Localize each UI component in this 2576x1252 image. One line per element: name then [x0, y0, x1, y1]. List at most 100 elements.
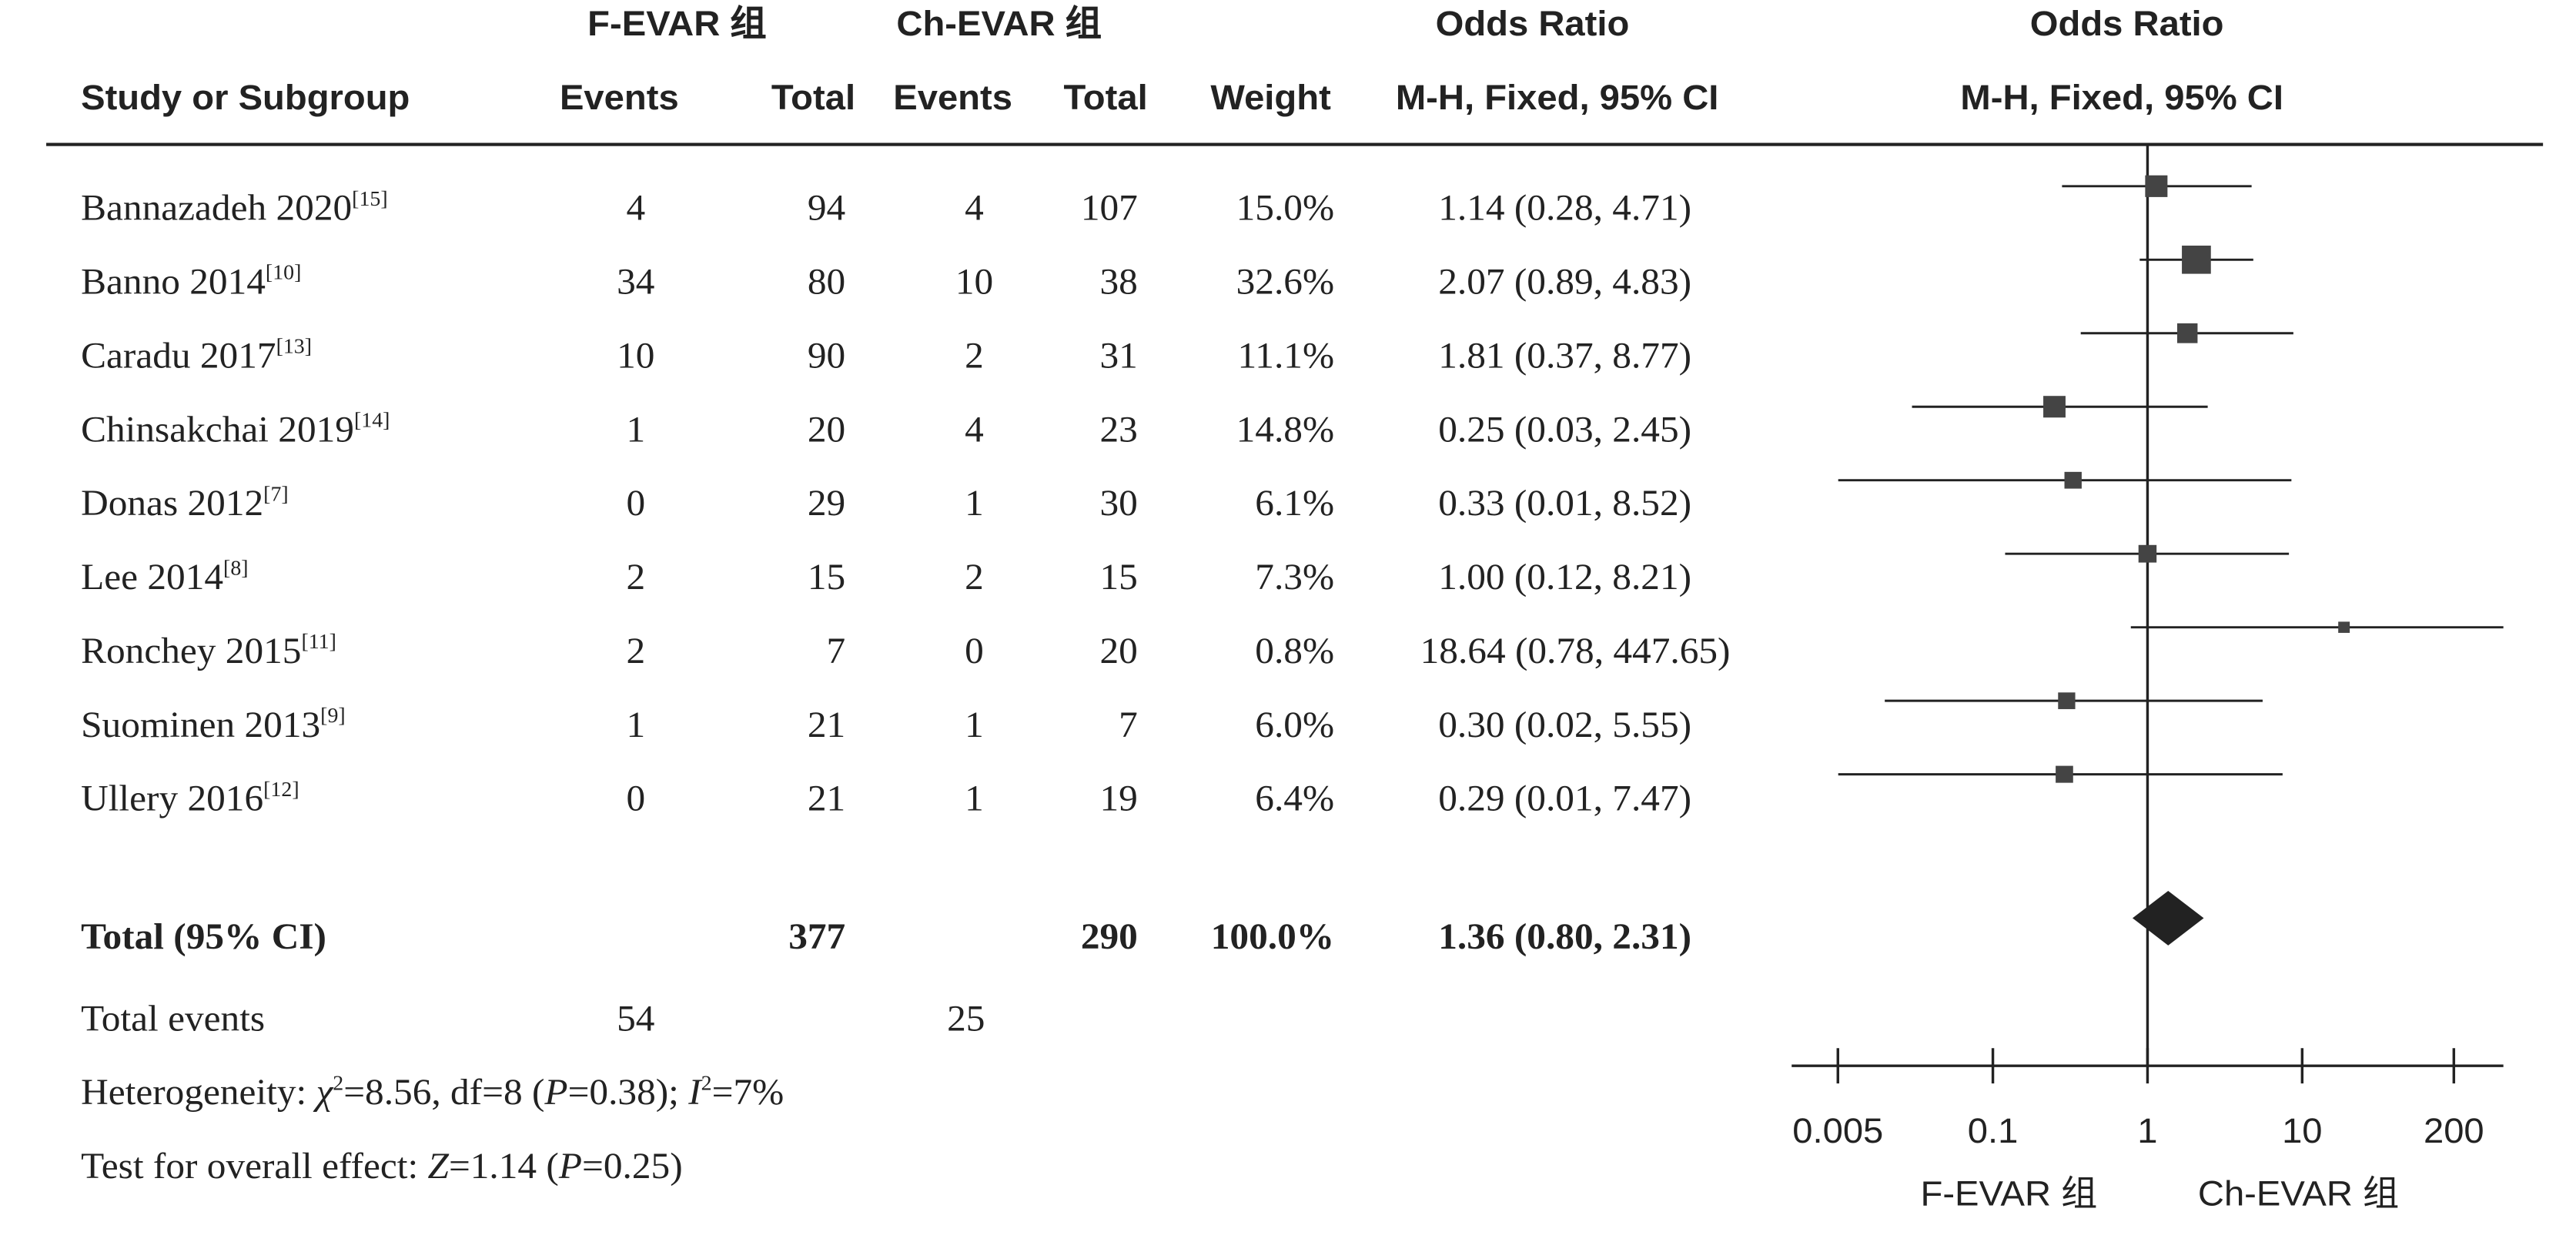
- study-ci: 1.81 (0.37, 8.77): [1438, 335, 1692, 376]
- study-weight: 6.4%: [1255, 778, 1335, 819]
- x-tick-label: 10: [2282, 1111, 2322, 1150]
- study-ref: [9]: [320, 703, 346, 728]
- study-name: Lee 2014[8]: [81, 557, 248, 598]
- study-ci: 2.07 (0.89, 4.83): [1438, 261, 1692, 302]
- x-tick-label: 200: [2424, 1111, 2484, 1150]
- study-ci: 0.33 (0.01, 8.52): [1438, 483, 1692, 524]
- study-ref: [12]: [263, 776, 299, 802]
- odds-ratio-col-header: Odds Ratio: [1435, 3, 1630, 44]
- study-events1: 2: [626, 631, 646, 671]
- study-weight: 0.8%: [1255, 631, 1335, 671]
- study-name-text: Ronchey 2015: [81, 631, 302, 671]
- study-ci: 1.00 (0.12, 8.21): [1438, 557, 1692, 598]
- study-name: Donas 2012[7]: [81, 483, 289, 524]
- study-name-text: Suominen 2013: [81, 705, 321, 745]
- total-t2: 290: [1080, 916, 1138, 957]
- study-total1: 94: [807, 187, 846, 229]
- study-events2: 4: [965, 409, 984, 450]
- study-marker: [2043, 396, 2066, 418]
- study-marker: [2176, 323, 2198, 343]
- study-weight: 14.8%: [1236, 409, 1335, 450]
- heterogeneity-text: Heterogeneity: χ2=8.56, df=8 (P=0.38); I…: [81, 1070, 785, 1113]
- study-marker: [2338, 621, 2350, 633]
- study-name-text: Chinsakchai 2019: [81, 409, 354, 450]
- study-name-text: Banno 2014: [81, 261, 266, 302]
- study-ref: [14]: [353, 407, 390, 432]
- total-events-label: Total events: [81, 998, 266, 1039]
- study-total1: 15: [807, 557, 846, 598]
- study-name: Ronchey 2015[11]: [81, 629, 336, 671]
- study-total2: 19: [1099, 778, 1138, 819]
- study-total2: 107: [1080, 187, 1138, 229]
- study-events2: 0: [965, 631, 984, 671]
- study-total1: 7: [826, 631, 846, 671]
- study-events2: 10: [955, 261, 994, 302]
- study-name: Bannazadeh 2020[15]: [81, 186, 388, 229]
- study-name: Suominen 2013[9]: [81, 703, 346, 745]
- study-events1: 1: [626, 705, 646, 745]
- study-events2: 2: [965, 335, 984, 376]
- x-tick-label: 1: [2137, 1111, 2157, 1150]
- study-name-text: Bannazadeh 2020: [81, 187, 353, 229]
- total-events-e1: 54: [617, 998, 655, 1039]
- study-ci: 0.29 (0.01, 7.47): [1438, 778, 1692, 819]
- study-ref: [11]: [301, 629, 336, 654]
- x-tick-label: 0.1: [1968, 1111, 2019, 1150]
- total-t1: 377: [788, 916, 846, 957]
- study-events1: 4: [626, 187, 646, 229]
- study-ref: [15]: [352, 186, 388, 211]
- study-marker: [2058, 692, 2076, 709]
- study-weight: 32.6%: [1236, 261, 1335, 302]
- study-total1: 21: [807, 778, 846, 819]
- total-label: Total (95% CI): [81, 916, 326, 957]
- weight-header: Weight: [1210, 77, 1331, 118]
- total-ci: 1.36 (0.80, 2.31): [1438, 916, 1692, 957]
- study-events2: 1: [965, 705, 984, 745]
- study-total2: 31: [1099, 335, 1138, 376]
- study-name-text: Donas 2012: [81, 483, 264, 524]
- study-events1: 0: [626, 483, 646, 524]
- study-total2: 20: [1099, 631, 1138, 671]
- study-events1: 1: [626, 409, 646, 450]
- method-plot-header: M-H, Fixed, 95% CI: [1960, 77, 2283, 118]
- study-marker: [2182, 245, 2211, 274]
- study-events2: 4: [965, 187, 984, 229]
- study-marker: [2064, 471, 2082, 489]
- study-marker: [2145, 175, 2168, 197]
- study-name: Chinsakchai 2019[14]: [81, 409, 390, 450]
- study-ref: [13]: [276, 333, 313, 358]
- study-marker: [2138, 544, 2157, 563]
- header-divider: [46, 142, 2544, 146]
- total-events-e2: 25: [947, 998, 985, 1039]
- study-ci: 1.14 (0.28, 4.71): [1438, 187, 1692, 229]
- total-weight: 100.0%: [1210, 916, 1335, 957]
- study-total2: 23: [1099, 409, 1138, 450]
- total2-header: Total: [1063, 77, 1148, 118]
- events1-header: Events: [559, 77, 679, 118]
- study-ref: [10]: [265, 259, 302, 284]
- study-events2: 1: [965, 778, 984, 819]
- study-total1: 21: [807, 705, 846, 745]
- study-ci: 18.64 (0.78, 447.65): [1420, 631, 1731, 671]
- method-col-header: M-H, Fixed, 95% CI: [1395, 77, 1719, 118]
- study-events2: 1: [965, 483, 984, 524]
- study-ci: 0.25 (0.03, 2.45): [1438, 409, 1692, 450]
- study-events2: 2: [965, 557, 984, 598]
- study-marker: [2056, 765, 2073, 783]
- group2-header: Ch-EVAR 组: [896, 3, 1102, 44]
- x-tick-label: 0.005: [1792, 1111, 1883, 1150]
- study-name: Ullery 2016[12]: [81, 776, 299, 817]
- group1-header: F-EVAR 组: [587, 3, 767, 44]
- study-weight: 7.3%: [1255, 557, 1335, 598]
- study-total2: 30: [1099, 483, 1138, 524]
- study-name-text: Lee 2014: [81, 557, 224, 598]
- study-header: Study or Subgroup: [81, 77, 410, 118]
- study-total1: 90: [807, 335, 846, 376]
- study-ci: 0.30 (0.02, 5.55): [1438, 705, 1692, 745]
- study-name: Banno 2014[10]: [81, 259, 302, 302]
- study-total2: 38: [1099, 261, 1138, 302]
- study-ref: [7]: [263, 481, 289, 506]
- study-events1: 0: [626, 778, 646, 819]
